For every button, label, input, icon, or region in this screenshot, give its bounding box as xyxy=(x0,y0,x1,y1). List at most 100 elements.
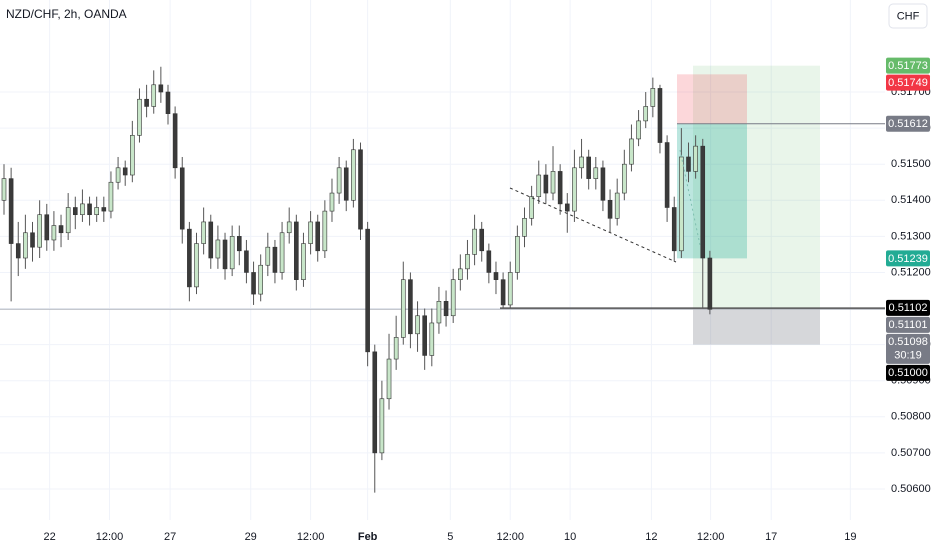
candle-body xyxy=(172,113,178,169)
candle-body xyxy=(629,138,634,165)
candle-body xyxy=(636,120,641,140)
candle-body xyxy=(593,167,599,179)
candle-body xyxy=(1,178,7,201)
candle-body xyxy=(607,199,613,219)
price-label: 0.51102 xyxy=(889,302,928,314)
candle-body xyxy=(507,272,513,306)
candle-body xyxy=(429,322,435,356)
candle-body xyxy=(44,214,50,241)
currency-button[interactable] xyxy=(888,3,928,29)
candle-body xyxy=(443,301,449,317)
candle-body xyxy=(358,149,363,230)
candle-body xyxy=(8,178,14,244)
candle-body xyxy=(272,246,278,273)
candle-body xyxy=(472,228,477,255)
candle-body xyxy=(515,236,520,273)
candle-body xyxy=(671,207,677,252)
candle-body xyxy=(187,228,192,288)
y-tick-label: 0.51500 xyxy=(891,158,931,170)
candle-body xyxy=(543,174,549,194)
candle-body xyxy=(336,167,342,194)
candle-body xyxy=(486,250,492,273)
candle-body xyxy=(422,315,427,356)
candle-body xyxy=(586,156,591,179)
x-tick-label: 12 xyxy=(645,531,657,543)
candle-body xyxy=(415,315,420,335)
axes: 0.506000.507000.508000.509000.510000.511… xyxy=(44,57,931,543)
price-label: 0.51773 xyxy=(888,60,928,72)
candle-body xyxy=(343,167,349,201)
chart-title: NZD/CHF, 2h, OANDA xyxy=(6,7,127,21)
price-label: 0.51239 xyxy=(888,253,928,265)
candle-body xyxy=(686,156,691,172)
y-tick-label: 0.51300 xyxy=(891,230,931,242)
candle-body xyxy=(622,163,627,194)
x-tick-label: 17 xyxy=(765,531,777,543)
candle-body xyxy=(564,203,570,212)
y-tick-label: 0.50800 xyxy=(891,411,931,423)
candle-body xyxy=(579,156,584,169)
grid xyxy=(0,0,885,520)
candle-body xyxy=(101,207,107,212)
candle-body xyxy=(458,268,463,280)
candle-body xyxy=(450,279,456,317)
countdown-label: 30:19 xyxy=(894,350,922,362)
candle-body xyxy=(529,196,534,219)
x-tick-label: 12:00 xyxy=(697,531,725,543)
candle-body xyxy=(165,91,171,114)
price-label-box xyxy=(886,57,930,74)
candle-body xyxy=(372,351,378,454)
candle-body xyxy=(80,203,85,216)
candle-body xyxy=(23,232,28,259)
candle-body xyxy=(329,192,335,212)
candle-body xyxy=(144,98,149,107)
price-label-box xyxy=(886,250,930,267)
candle-body xyxy=(600,167,606,201)
candle-body xyxy=(379,398,385,454)
candle-body xyxy=(664,142,670,208)
candle-body xyxy=(251,272,256,295)
x-tick-label: 5 xyxy=(447,531,453,543)
candle-body xyxy=(493,272,499,280)
candle-body xyxy=(301,243,306,280)
currency-button-label[interactable]: CHF xyxy=(897,10,920,22)
target-zone xyxy=(677,123,747,259)
candle-body xyxy=(386,358,392,400)
candle-body xyxy=(650,88,656,107)
candle-body xyxy=(693,145,698,172)
candle-body xyxy=(643,106,649,122)
candle-body xyxy=(236,236,242,252)
candle-body xyxy=(351,149,356,201)
candle-body xyxy=(94,207,99,216)
x-tick-label: 10 xyxy=(564,531,576,543)
candle-body xyxy=(679,156,684,252)
candle-body xyxy=(194,243,199,288)
projection-line xyxy=(679,149,701,246)
candle-body xyxy=(222,239,228,270)
candle-body xyxy=(108,181,114,212)
stop-zone xyxy=(693,308,820,345)
candle-body xyxy=(436,301,442,324)
candle-body xyxy=(265,246,271,266)
x-tick-label: 12:00 xyxy=(496,531,524,543)
candle-body xyxy=(308,221,313,244)
candle-body xyxy=(557,171,563,205)
candle-body xyxy=(151,84,157,107)
x-tick-label: 19 xyxy=(844,531,856,543)
target-zone xyxy=(693,65,820,309)
candle-body xyxy=(279,232,285,273)
candle-body xyxy=(294,221,299,280)
y-tick-label: 0.50600 xyxy=(891,483,931,495)
price-label: 0.51101 xyxy=(889,319,928,331)
x-tick-label: 22 xyxy=(44,531,56,543)
y-tick-label: 0.51400 xyxy=(891,194,931,206)
candle-body xyxy=(72,207,78,216)
stop-zone xyxy=(677,74,747,124)
candle-body xyxy=(244,250,249,273)
candle-body xyxy=(365,228,370,353)
candle-body xyxy=(408,279,413,335)
price-label-box xyxy=(886,299,930,316)
candle-body xyxy=(393,337,399,360)
plot xyxy=(1,66,713,493)
candle-body xyxy=(700,145,706,259)
